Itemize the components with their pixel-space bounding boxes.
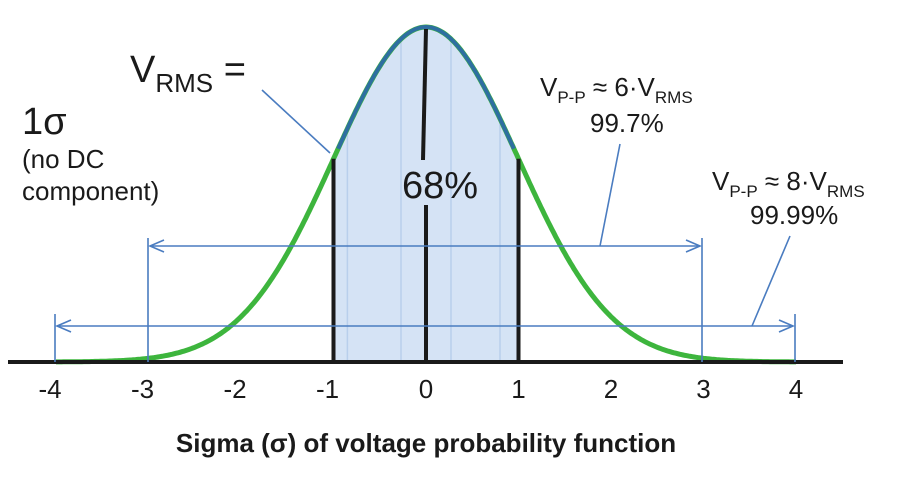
vrms-label: VRMS = [130, 49, 246, 98]
six-sigma-leader-line [599, 143, 621, 247]
vrms-v: V [130, 49, 156, 91]
x-tick-label: -2 [223, 374, 246, 404]
x-tick-label: 3 [696, 374, 710, 404]
vpp8-approx: ≈ 8·V [758, 166, 828, 196]
x-axis-title: Sigma (σ) of voltage probability functio… [176, 428, 676, 458]
vrms-leader-line [261, 89, 331, 154]
no-dc-line1: (no DC [22, 144, 104, 174]
six-sigma-arrowhead-right [685, 239, 703, 253]
vpp8-subscript: P-P [729, 182, 757, 201]
vpp-eight-percent: 99.99% [750, 200, 838, 230]
eight-sigma-arrowhead-left [54, 319, 72, 333]
vpp-eight-label: VP-P ≈ 8·VRMS [712, 166, 865, 201]
x-tick-label: -3 [131, 374, 154, 404]
vpp8-v: V [712, 166, 730, 196]
x-tick-label: 4 [789, 374, 803, 404]
x-tick-label: 0 [419, 374, 433, 404]
x-tick-label: 2 [604, 374, 618, 404]
x-tick-label: -4 [38, 374, 61, 404]
vrms-subscript: RMS [155, 68, 213, 98]
vpp-six-label: VP-P ≈ 6·VRMS [540, 72, 693, 107]
vpp6-approx: ≈ 6·V [586, 72, 656, 102]
eight-sigma-leader-line [751, 235, 791, 327]
eight-sigma-arrowhead-right [778, 319, 796, 333]
vrms-equals: = [213, 49, 246, 91]
annotation-lines [54, 89, 796, 362]
six-sigma-arrowhead-left [147, 239, 165, 253]
gaussian-curve-center [336, 25, 516, 150]
x-tick-label: 1 [511, 374, 525, 404]
x-tick-label: -1 [316, 374, 339, 404]
vpp-six-percent: 99.7% [590, 108, 664, 138]
vpp8-rms-subscript: RMS [827, 182, 865, 201]
vpp6-subscript: P-P [557, 88, 585, 107]
x-axis-ticks: -4 -3 -2 -1 0 1 2 3 4 [38, 374, 803, 404]
mean-line-upper [421, 28, 428, 161]
vpp6-rms-subscript: RMS [655, 88, 693, 107]
one-sigma-shaded-region [333, 27, 519, 362]
vpp6-v: V [540, 72, 558, 102]
shaded-percent-label: 68% [402, 165, 478, 207]
one-sigma-label: 1σ [22, 101, 67, 143]
no-dc-line2: component) [22, 176, 159, 206]
